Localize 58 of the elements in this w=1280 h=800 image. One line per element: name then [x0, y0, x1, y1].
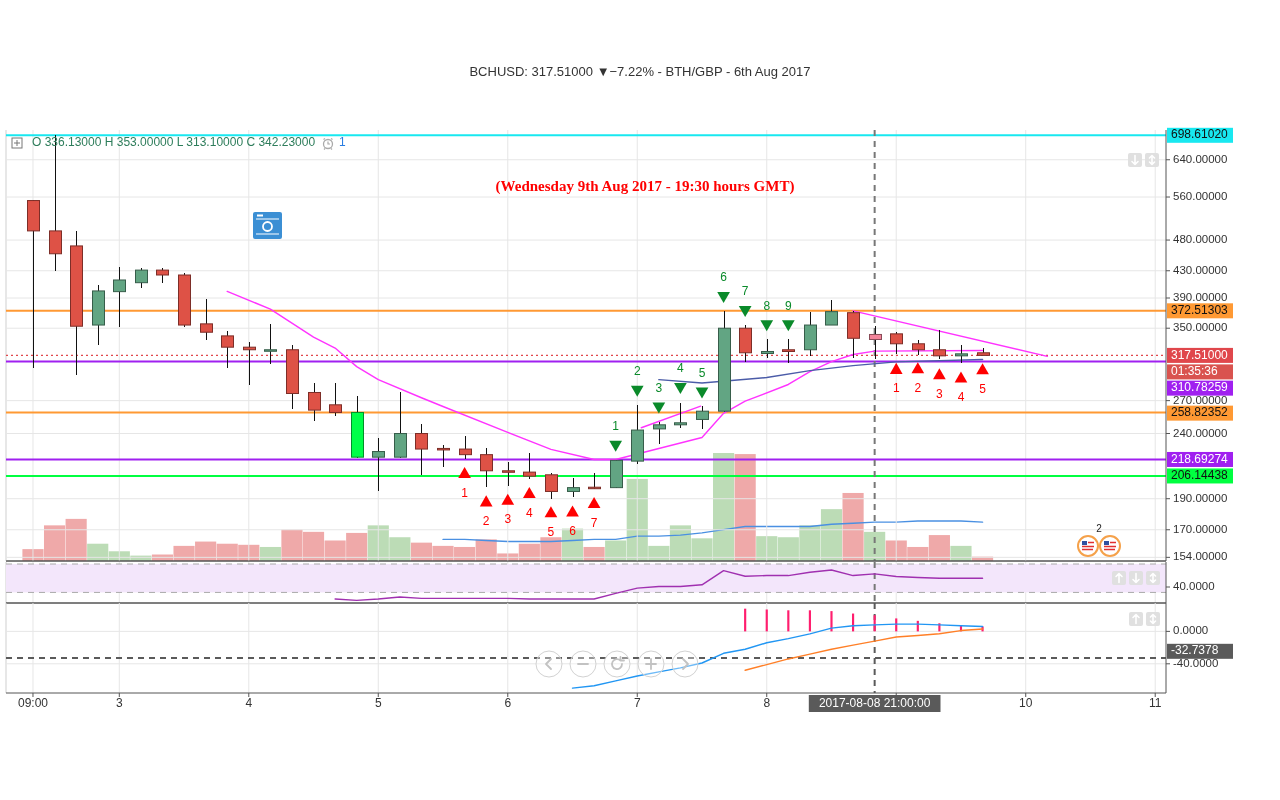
y-tick-label: 240.00000 [1173, 426, 1228, 439]
annotation: 9 [784, 298, 792, 313]
annotation: 1 [612, 419, 620, 434]
annotation: 1 [461, 485, 469, 500]
annotation: 7 [590, 515, 598, 530]
annotation: 5 [698, 365, 706, 380]
annotation: 4 [677, 361, 685, 376]
y-tick-label: 350.00000 [1173, 321, 1228, 334]
ref-line-label: 310.78259 [1171, 380, 1229, 395]
annotation: 5 [547, 524, 555, 539]
y-tick-label: 170.00000 [1173, 522, 1228, 535]
y-tick-label: 390.00000 [1173, 291, 1228, 304]
y-tick-label: 480.00000 [1173, 233, 1228, 246]
ref-line-label: 206.14438 [1171, 468, 1229, 483]
x-tick-label: 11 [1148, 696, 1162, 711]
annotation: 7 [741, 284, 749, 299]
ref-line-label: -32.7378 [1171, 643, 1219, 658]
y-tick-label: 0.0000 [1173, 624, 1209, 637]
y-tick-label: 560.00000 [1173, 190, 1228, 203]
text: 40.0000 [1173, 580, 1215, 593]
ref-line-label: 372.51303 [1171, 302, 1229, 317]
annotation: 3 [655, 380, 663, 395]
annotation: 1 [339, 135, 346, 150]
annotation: 2 [914, 380, 922, 395]
annotation: 8 [763, 298, 771, 313]
x-tick-label: 4 [245, 696, 253, 711]
x-tick-label: 7 [633, 696, 641, 711]
chart-title: BCHUSD: 317.51000 ▼−7.22% - BTH/GBP - 6th Aug 2017 [469, 64, 811, 80]
x-tick-label: 10 [1019, 696, 1033, 711]
annotation: (Wednesday 9th Aug 2017 - 19:30 hours GMT) [495, 178, 795, 196]
y-tick-label: 640.00000 [1173, 152, 1228, 165]
annotation: 4 [957, 389, 965, 404]
x-tick-label: 5 [374, 696, 382, 711]
annotation: 2 [633, 364, 641, 379]
x-tick-label: 8 [763, 696, 771, 711]
annotation: 6 [720, 270, 728, 285]
annotation: 5 [979, 381, 987, 396]
x-tick-label: 6 [504, 696, 512, 711]
annotation: 3 [504, 512, 512, 527]
ref-line-label: 2017-08-08 21:00:00 [818, 696, 931, 711]
y-tick-label: 154.00000 [1173, 550, 1228, 563]
y-tick-label: 430.00000 [1173, 263, 1228, 276]
x-tick-label: 3 [115, 696, 123, 711]
y-tick-label: 190.00000 [1173, 491, 1228, 504]
annotation: 6 [569, 523, 577, 538]
ref-line-label: 317.51000 [1171, 347, 1229, 362]
y-tick-label: 270.00000 [1173, 393, 1228, 406]
ref-line-label: 698.61020 [1171, 127, 1229, 142]
ref-line-label: 258.82352 [1171, 405, 1229, 420]
x-tick-label: 09:00 [17, 696, 49, 711]
annotation: 2 [482, 513, 490, 528]
y-tick-label: -40.0000 [1173, 656, 1219, 669]
annotation: 2 [1096, 522, 1103, 534]
text: 01:35:36 [1171, 364, 1219, 379]
annotation: 4 [526, 505, 534, 520]
annotation: 1 [892, 381, 900, 396]
ref-line-label: 218.69274 [1171, 451, 1229, 466]
annotation: 3 [936, 386, 944, 401]
